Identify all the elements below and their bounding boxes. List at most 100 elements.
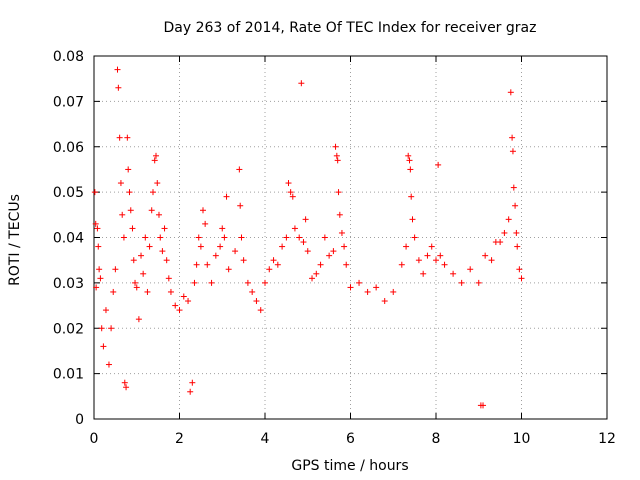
data-point (279, 243, 286, 250)
data-point (510, 184, 517, 191)
data-point (165, 275, 172, 282)
data-point (146, 243, 153, 250)
chart-title: Day 263 of 2014, Rate Of TEC Index for r… (164, 20, 537, 36)
data-point (420, 270, 427, 277)
data-point (285, 180, 292, 187)
data-point (257, 307, 264, 314)
y-tick-label: 0.02 (53, 321, 84, 337)
y-tick-label: 0.06 (53, 140, 84, 156)
data-point (108, 325, 115, 332)
x-tick-label: 2 (175, 431, 184, 447)
data-point (237, 202, 244, 209)
data-point (105, 361, 112, 368)
y-tick-label: 0.08 (53, 49, 84, 65)
data-point (313, 270, 320, 277)
data-point (333, 152, 340, 159)
data-point (309, 275, 316, 282)
data-point (341, 243, 348, 250)
data-point (117, 180, 124, 187)
data-point (180, 293, 187, 300)
data-point (411, 234, 418, 241)
data-point (482, 252, 489, 259)
data-point (488, 257, 495, 264)
data-point (513, 229, 520, 236)
data-point (326, 252, 333, 259)
data-point (408, 193, 415, 200)
data-point (100, 343, 107, 350)
data-point (154, 180, 161, 187)
data-point (509, 134, 516, 141)
data-point (195, 234, 202, 241)
data-point (516, 266, 523, 273)
data-point (238, 234, 245, 241)
data-point (94, 225, 101, 232)
data-point (437, 252, 444, 259)
data-point (236, 166, 243, 173)
data-point (334, 157, 341, 164)
data-point (225, 266, 232, 273)
data-point (298, 80, 305, 87)
data-point (116, 134, 123, 141)
x-tick-label: 12 (598, 431, 616, 447)
data-point (126, 189, 133, 196)
data-point (193, 261, 200, 268)
data-point (112, 266, 119, 273)
data-points (91, 66, 525, 409)
y-tick-label: 0.01 (53, 367, 84, 383)
data-point (221, 234, 228, 241)
data-point (441, 261, 448, 268)
data-point (132, 279, 139, 286)
data-point (155, 211, 162, 218)
data-point (253, 298, 260, 305)
data-point (428, 243, 435, 250)
data-point (291, 225, 298, 232)
x-tick-label: 0 (90, 431, 99, 447)
data-point (343, 261, 350, 268)
data-point (200, 207, 207, 214)
data-point (283, 234, 290, 241)
data-point (97, 275, 104, 282)
data-point (244, 279, 251, 286)
data-point (450, 270, 457, 277)
data-point (249, 288, 256, 295)
data-point (373, 284, 380, 291)
data-point (512, 202, 519, 209)
data-point (135, 316, 142, 323)
data-point (123, 384, 130, 391)
data-point (138, 252, 145, 259)
data-point (518, 275, 525, 282)
data-point (142, 234, 149, 241)
y-tick-label: 0.04 (53, 231, 84, 247)
data-point (262, 279, 268, 286)
data-point (304, 248, 311, 255)
data-point (217, 243, 224, 250)
data-point (458, 279, 465, 286)
data-point (197, 243, 204, 250)
data-point (501, 229, 508, 236)
data-point (317, 261, 324, 268)
data-point (405, 152, 412, 159)
data-point (95, 243, 102, 250)
data-point (212, 252, 219, 259)
data-point (296, 234, 303, 241)
data-point (189, 379, 196, 386)
data-point (151, 157, 158, 164)
y-tick-label: 0.05 (53, 185, 84, 201)
data-point (266, 266, 273, 273)
data-point (172, 302, 179, 309)
data-point (185, 298, 192, 305)
data-point (424, 252, 431, 259)
data-point (110, 288, 117, 295)
data-point (332, 143, 339, 150)
data-point (191, 279, 198, 286)
y-tick-label: 0.03 (53, 276, 84, 292)
data-point (403, 243, 410, 250)
data-point (152, 152, 159, 159)
data-point (407, 166, 414, 173)
data-point (121, 379, 128, 386)
data-point (98, 325, 105, 332)
x-tick-label: 6 (346, 431, 355, 447)
data-point (161, 225, 168, 232)
data-point (130, 257, 137, 264)
data-point (390, 288, 397, 295)
